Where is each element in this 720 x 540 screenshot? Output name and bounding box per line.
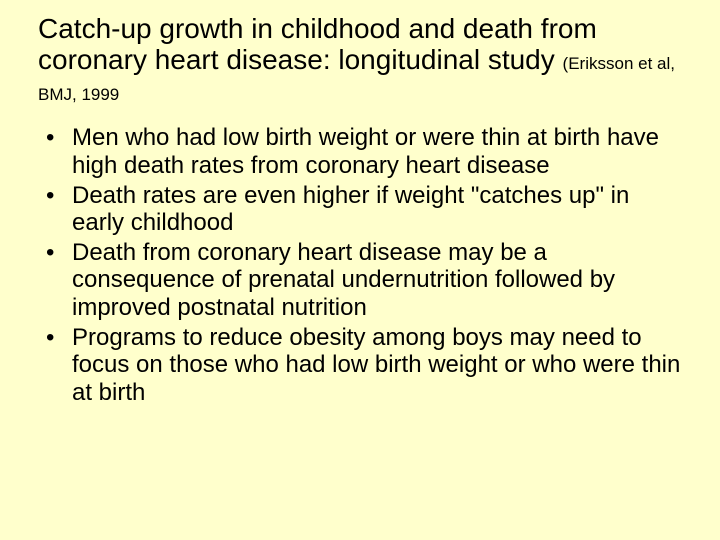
list-item: Death rates are even higher if weight "c… — [38, 182, 682, 237]
list-item: Men who had low birth weight or were thi… — [38, 124, 682, 179]
slide-title: Catch-up growth in childhood and death f… — [38, 14, 682, 106]
list-item: Programs to reduce obesity among boys ma… — [38, 324, 682, 407]
list-item: Death from coronary heart disease may be… — [38, 239, 682, 322]
bullet-text: Death from coronary heart disease may be… — [72, 239, 615, 321]
bullet-list: Men who had low birth weight or were thi… — [38, 124, 682, 406]
bullet-text: Men who had low birth weight or were thi… — [72, 124, 659, 179]
title-main-text: Catch-up growth in childhood and death f… — [38, 13, 597, 75]
bullet-text: Death rates are even higher if weight "c… — [72, 182, 629, 237]
bullet-text: Programs to reduce obesity among boys ma… — [72, 324, 680, 406]
